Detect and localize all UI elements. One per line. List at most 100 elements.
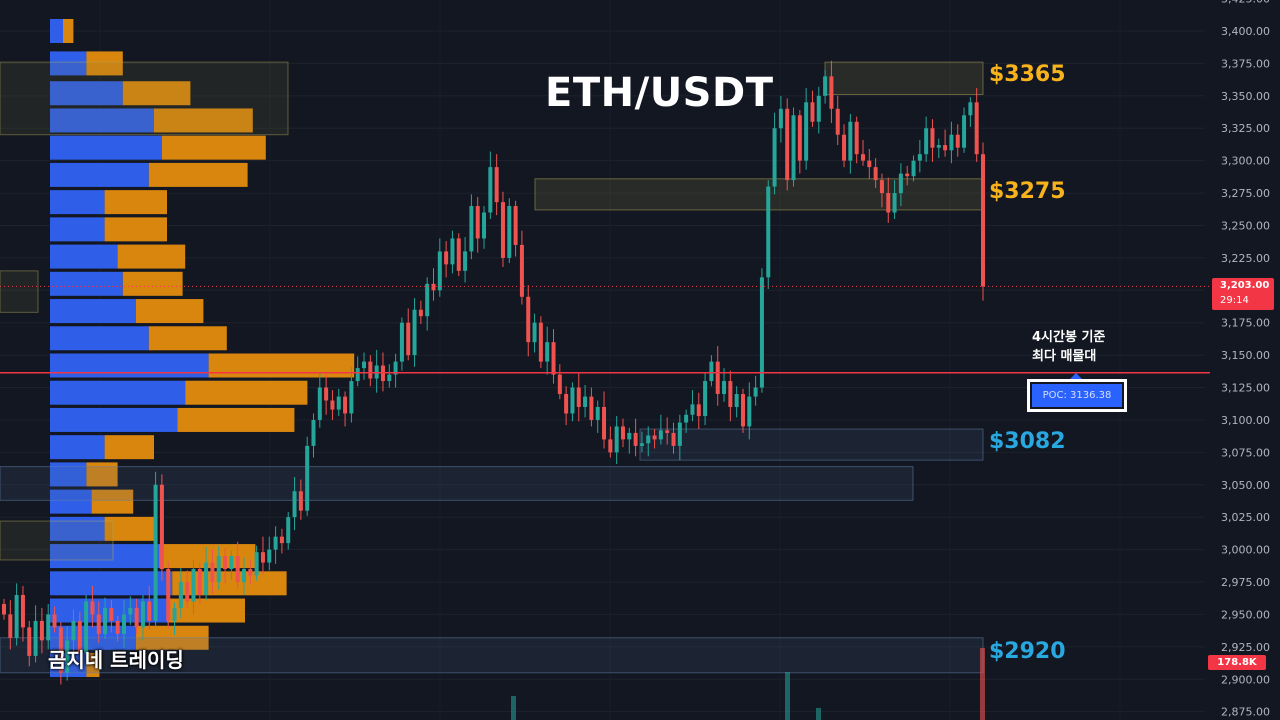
vp-sell-bar: [104, 516, 154, 541]
supply-zone: [0, 270, 39, 313]
candle-up: [399, 322, 404, 362]
candle-down: [620, 426, 625, 440]
vp-sell-bar: [104, 435, 154, 460]
vp-buy-bar: [50, 108, 154, 133]
candle-up: [65, 640, 70, 673]
candle-up: [469, 206, 474, 252]
candle-down: [109, 607, 114, 621]
candle-up: [690, 404, 695, 415]
poc-label: POC: 3136.38: [1032, 384, 1122, 407]
vp-buy-bar: [50, 544, 160, 569]
candle-up: [703, 381, 708, 417]
y-tick-label: 3,225.00: [1221, 252, 1270, 265]
volume-bars: [511, 648, 985, 720]
price-axis[interactable]: 2,875.00 2,900.00 2,925.00 2,950.00 2,975.00…: [1221, 0, 1270, 719]
candle-up: [254, 552, 259, 576]
y-tick-label: 2,950.00: [1221, 608, 1270, 621]
y-tick-label: 2,900.00: [1221, 673, 1270, 686]
candle-down: [810, 102, 815, 122]
y-tick-label: 3,125.00: [1221, 382, 1270, 395]
candle-up: [722, 381, 727, 395]
vp-buy-bar: [50, 162, 149, 187]
candle-down: [260, 552, 265, 563]
candle-up: [387, 374, 392, 382]
poc-label-box[interactable]: POC: 3136.38: [1027, 379, 1127, 412]
candle-up: [488, 167, 493, 213]
candle-down: [671, 432, 676, 446]
candle-up: [140, 601, 145, 628]
supply-zone: [534, 178, 984, 211]
candle-up: [968, 102, 973, 116]
candle-up: [273, 536, 278, 550]
candle-down: [134, 607, 139, 628]
candle-down: [519, 244, 524, 297]
candle-up: [892, 193, 897, 213]
vp-sell-bar: [135, 299, 204, 324]
candle-down: [343, 396, 348, 414]
candle-down: [406, 322, 411, 356]
candle-up: [759, 277, 764, 388]
candle-down: [27, 627, 32, 656]
vp-sell-bar: [185, 380, 308, 405]
level-label: $3275: [989, 179, 1066, 205]
y-tick-label: 3,050.00: [1221, 479, 1270, 492]
candle-down: [500, 202, 505, 258]
candle-down: [879, 180, 884, 194]
candle-down: [223, 556, 228, 570]
candle-down: [854, 121, 859, 155]
vp-sell-bar: [161, 135, 266, 160]
volume-value-tag: 178.8K: [1208, 655, 1266, 670]
candle-up: [545, 342, 550, 362]
candle-up: [677, 422, 682, 446]
candle-down: [298, 491, 303, 511]
candle-down: [52, 614, 57, 628]
candle-up: [292, 491, 297, 518]
candle-down: [324, 387, 329, 401]
supply-zone: [824, 61, 984, 96]
y-tick-label: 3,300.00: [1221, 155, 1270, 168]
candle-up: [646, 435, 651, 444]
candle-up: [349, 381, 354, 414]
candle-up: [437, 251, 442, 291]
candle-up: [583, 396, 588, 407]
candle-down: [955, 134, 960, 148]
candle-up: [639, 443, 644, 446]
vp-buy-bar: [50, 489, 92, 514]
candle-up: [425, 283, 430, 317]
supply-zone: [0, 61, 289, 136]
current-price-tag: 3,203.00 29:14: [1212, 278, 1274, 310]
candle-up: [84, 601, 89, 654]
volume-bar: [980, 648, 985, 720]
y-tick-label: 3,375.00: [1221, 57, 1270, 70]
candle-down: [981, 154, 985, 287]
level-label: $2920: [989, 639, 1066, 665]
y-tick-label: 3,000.00: [1221, 544, 1270, 557]
candle-down: [551, 342, 556, 375]
candle-up: [450, 238, 455, 265]
price-zones: [0, 61, 984, 674]
candle-up: [753, 387, 758, 397]
candle-up: [128, 607, 133, 615]
vp-sell-bar: [117, 244, 186, 269]
candle-up: [336, 396, 341, 410]
vp-buy-bar: [50, 326, 149, 351]
candle-up: [532, 322, 537, 343]
candle-up: [962, 115, 967, 148]
candle-down: [842, 134, 847, 161]
candle-down: [564, 394, 569, 414]
candle-down: [835, 108, 840, 135]
reference-lines: [0, 285, 1210, 379]
candle-up: [317, 387, 322, 420]
candle-up: [936, 145, 941, 148]
candle-up: [311, 419, 316, 446]
vp-buy-bar: [50, 135, 162, 160]
level-label: $3082: [989, 429, 1066, 455]
candle-down: [665, 430, 670, 433]
candle-up: [393, 361, 398, 375]
candle-down: [330, 400, 335, 410]
y-tick-label: 3,350.00: [1221, 90, 1270, 103]
volume-bar: [511, 696, 516, 720]
candle-up: [898, 173, 903, 194]
candle-down: [444, 251, 449, 265]
